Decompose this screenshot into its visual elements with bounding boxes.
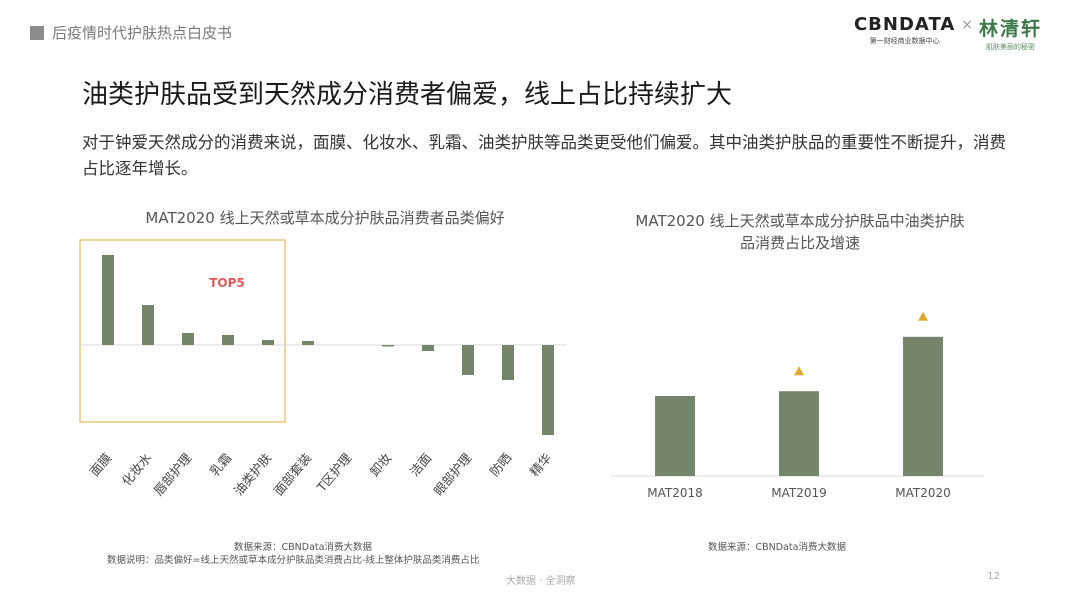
cbndata-logo: CBNDATA 第一财经商业数据中心 bbox=[854, 14, 955, 46]
page-number: 12 bbox=[987, 571, 1000, 582]
logo-cross-icon: × bbox=[961, 17, 973, 33]
category-label-left-5: 面部套装 bbox=[271, 450, 315, 498]
category-label-right-1: MAT2019 bbox=[771, 486, 827, 500]
category-label-left-8: 洁面 bbox=[407, 450, 435, 479]
partner-logo-text: 林清轩 bbox=[978, 18, 1042, 40]
bar-left-3 bbox=[222, 335, 234, 345]
bar-left-10 bbox=[502, 345, 514, 380]
left-chart-source: 数据来源：CBNData消费大数据 bbox=[234, 542, 372, 553]
right-chart-title-line1: MAT2020 线上天然或草本成分护肤品中油类护肤 bbox=[635, 212, 965, 230]
bar-right-2 bbox=[903, 336, 943, 476]
left-chart-definition: 数据说明：品类偏好=线上天然或草本成分护肤品类消费占比-线上整体护肤品类消费占比 bbox=[107, 555, 480, 566]
growth-triangle-icon-1 bbox=[794, 366, 804, 376]
left-chart-title: MAT2020 线上天然或草本成分护肤品消费者品类偏好 bbox=[145, 209, 505, 227]
bar-left-0 bbox=[102, 255, 114, 345]
right-chart-title: MAT2020 线上天然或草本成分护肤品中油类护肤 品消费占比及增速 bbox=[600, 210, 1000, 254]
category-label-left-9: 眼部护理 bbox=[431, 450, 475, 498]
bar-left-1 bbox=[142, 305, 154, 345]
top5-highlight-box bbox=[79, 239, 286, 423]
top5-label: TOP5 bbox=[209, 276, 245, 290]
category-label-right-2: MAT2020 bbox=[895, 486, 951, 500]
cbndata-logo-subtext: 第一财经商业数据中心 bbox=[869, 37, 940, 45]
category-label-left-10: 防晒 bbox=[487, 450, 515, 479]
cbndata-logo-text: CBNDATA bbox=[853, 14, 956, 35]
category-label-left-7: 卸妆 bbox=[367, 450, 395, 479]
right-chart-title-line2: 品消费占比及增速 bbox=[739, 234, 860, 252]
partner-logo-subtext: 肌肤美丽的秘密 bbox=[985, 43, 1035, 51]
bar-right-0 bbox=[655, 396, 695, 476]
bar-left-4 bbox=[262, 340, 274, 345]
category-label-left-1: 化妆水 bbox=[119, 450, 155, 489]
page-subtitle: 对于钟爱天然成分的消费来说，面膜、化妆水、乳霜、油类护肤等品类更受他们偏爱。其中… bbox=[82, 133, 1006, 178]
category-label-left-6: T区护理 bbox=[313, 450, 354, 495]
category-label-left-11: 精华 bbox=[527, 450, 555, 479]
section-marker-icon bbox=[30, 25, 44, 40]
footer-slogan: 大数据 · 全洞察 bbox=[506, 576, 576, 587]
bar-left-8 bbox=[422, 345, 434, 351]
section-header: 后疫情时代护肤热点白皮书 bbox=[30, 22, 232, 43]
bar-left-9 bbox=[462, 345, 474, 375]
bar-right-1 bbox=[779, 391, 819, 476]
bar-left-11 bbox=[542, 345, 554, 435]
page-title: 油类护肤品受到天然成分消费者偏爱，线上占比持续扩大 bbox=[82, 80, 733, 110]
logo-area: CBNDATA 第一财经商业数据中心 × 林清轩 肌肤美丽的秘密 bbox=[854, 14, 1042, 52]
category-label-left-0: 面膜 bbox=[87, 450, 115, 479]
category-label-right-0: MAT2018 bbox=[647, 486, 703, 500]
bar-left-5 bbox=[302, 341, 314, 345]
category-label-left-2: 唇部护理 bbox=[151, 450, 195, 498]
section-title: 后疫情时代护肤热点白皮书 bbox=[52, 24, 233, 42]
category-label-left-4: 油类护肤 bbox=[231, 450, 275, 498]
bar-left-2 bbox=[182, 333, 194, 345]
growth-triangle-icon-2 bbox=[918, 311, 928, 321]
bar-left-7 bbox=[382, 345, 394, 347]
right-chart-source: 数据来源：CBNData消费大数据 bbox=[708, 542, 846, 553]
partner-logo: 林清轩 肌肤美丽的秘密 bbox=[979, 14, 1042, 52]
category-label-left-3: 乳霜 bbox=[207, 450, 235, 479]
